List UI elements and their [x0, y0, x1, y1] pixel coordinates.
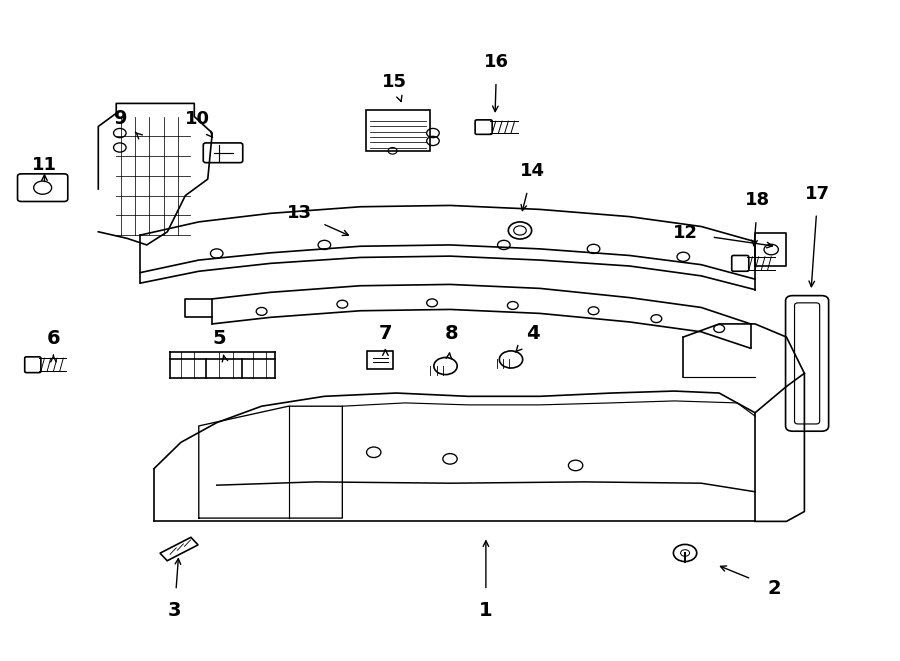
- FancyBboxPatch shape: [786, 295, 829, 431]
- FancyBboxPatch shape: [24, 357, 40, 373]
- FancyBboxPatch shape: [17, 174, 67, 202]
- Text: 3: 3: [167, 601, 181, 620]
- Text: 13: 13: [287, 204, 311, 222]
- Text: 5: 5: [212, 329, 226, 348]
- Text: 16: 16: [484, 53, 509, 71]
- Text: 18: 18: [745, 191, 770, 209]
- Text: 14: 14: [520, 162, 545, 180]
- Polygon shape: [160, 537, 198, 561]
- Text: 12: 12: [672, 224, 698, 242]
- Text: 2: 2: [768, 579, 781, 598]
- Text: 8: 8: [445, 325, 459, 343]
- Text: 10: 10: [184, 110, 210, 128]
- Text: 4: 4: [526, 325, 539, 343]
- Text: 9: 9: [114, 109, 128, 128]
- Text: 15: 15: [382, 73, 407, 91]
- Text: 1: 1: [479, 601, 492, 620]
- Text: 11: 11: [32, 155, 57, 174]
- FancyBboxPatch shape: [475, 120, 492, 134]
- Text: 6: 6: [47, 329, 60, 348]
- FancyBboxPatch shape: [795, 303, 820, 424]
- FancyBboxPatch shape: [732, 255, 749, 271]
- Text: 17: 17: [806, 184, 831, 202]
- FancyBboxPatch shape: [365, 110, 430, 151]
- FancyBboxPatch shape: [203, 143, 243, 163]
- Text: 7: 7: [379, 325, 392, 343]
- FancyBboxPatch shape: [367, 351, 392, 369]
